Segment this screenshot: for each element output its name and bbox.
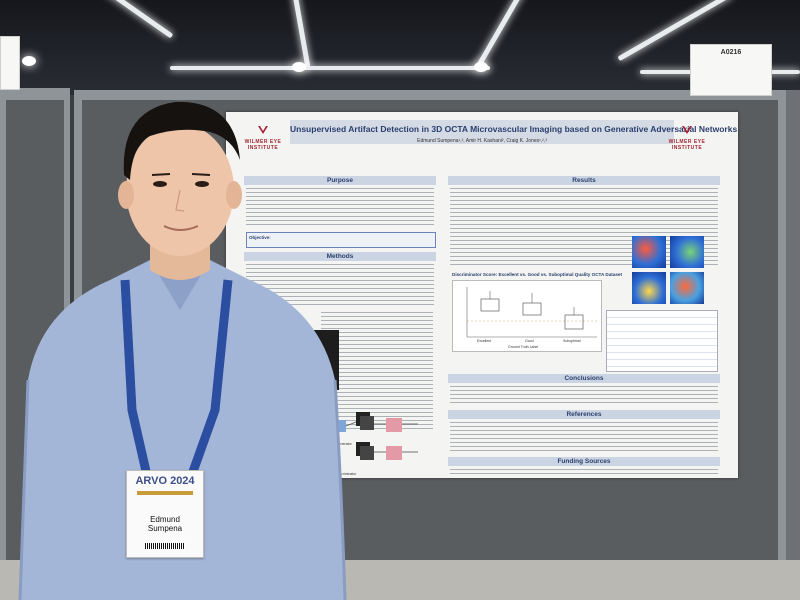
booth-number-sign: A0216 xyxy=(690,44,772,96)
badge-last-name: Sumpena xyxy=(147,524,183,533)
logo-right-text: WILMER EYE INSTITUTE xyxy=(668,139,706,151)
chart-x-label-excellent: Excellent xyxy=(477,339,492,343)
left-sign xyxy=(0,36,20,90)
section-conclusions: Conclusions xyxy=(448,374,720,383)
chart-title: Discriminator Score: Excellent vs. Good … xyxy=(452,272,623,277)
heatmap-image xyxy=(670,236,704,268)
ceiling-light-beam xyxy=(289,0,311,68)
ceiling-light-beam xyxy=(476,0,529,67)
ceiling-spotlight xyxy=(22,56,36,66)
heatmap-image xyxy=(632,236,666,268)
results-table xyxy=(606,310,718,372)
ceiling-spotlight xyxy=(474,62,488,72)
poster-authors: Edmund Sumpena¹,², Amir H. Kashani², Cra… xyxy=(417,138,547,144)
badge-name: Edmund Sumpena xyxy=(127,515,203,533)
purpose-text xyxy=(246,188,434,228)
right-panel-edge xyxy=(786,90,800,600)
section-funding: Funding Sources xyxy=(448,457,720,466)
methods-text-2 xyxy=(321,312,433,432)
ceiling-light-beam xyxy=(96,0,174,39)
presenter-person xyxy=(18,101,347,600)
objective-label: Objective: xyxy=(249,235,271,240)
diagram-label-discriminator: Discriminator xyxy=(336,472,357,476)
badge-event: ARVO 2024 xyxy=(135,475,195,487)
boxplot-svg xyxy=(466,287,597,338)
poster-title-band xyxy=(290,120,674,144)
section-purpose: Purpose xyxy=(244,176,436,185)
references-text xyxy=(450,422,718,454)
ceiling xyxy=(0,0,800,100)
ceiling-light-bar xyxy=(170,66,490,70)
section-references: References xyxy=(448,410,720,419)
logo-left-text: WILMER EYE INSTITUTE xyxy=(244,139,282,151)
chart-x-label-good: Good xyxy=(525,339,534,343)
funding-text xyxy=(450,469,718,477)
ceiling-spotlight xyxy=(292,62,306,72)
section-results: Results xyxy=(448,176,720,185)
conclusions-text xyxy=(450,386,718,406)
badge-ribbon xyxy=(137,491,193,495)
heatmap-image xyxy=(670,272,704,304)
discriminator-boxplot: Excellent Good Suboptimal Ground Truth L… xyxy=(452,280,602,352)
diagram-label-generator: Generator xyxy=(336,442,352,446)
wilmer-crest-icon xyxy=(682,126,692,134)
badge-barcode xyxy=(145,543,185,549)
chart-x-title: Ground Truth Label xyxy=(508,345,539,349)
booth-number: A0216 xyxy=(720,49,742,56)
heatmap-image xyxy=(632,272,666,304)
name-badge: ARVO 2024 Edmund Sumpena xyxy=(126,470,204,558)
badge-first-name: Edmund xyxy=(150,515,180,524)
chart-x-label-suboptimal: Suboptimal xyxy=(563,339,581,343)
section-methods: Methods xyxy=(244,252,436,261)
objective-box: Objective: xyxy=(246,232,436,248)
wilmer-crest-icon xyxy=(258,126,268,134)
poster-title: Unsupervised Artifact Detection in 3D OC… xyxy=(290,124,738,134)
